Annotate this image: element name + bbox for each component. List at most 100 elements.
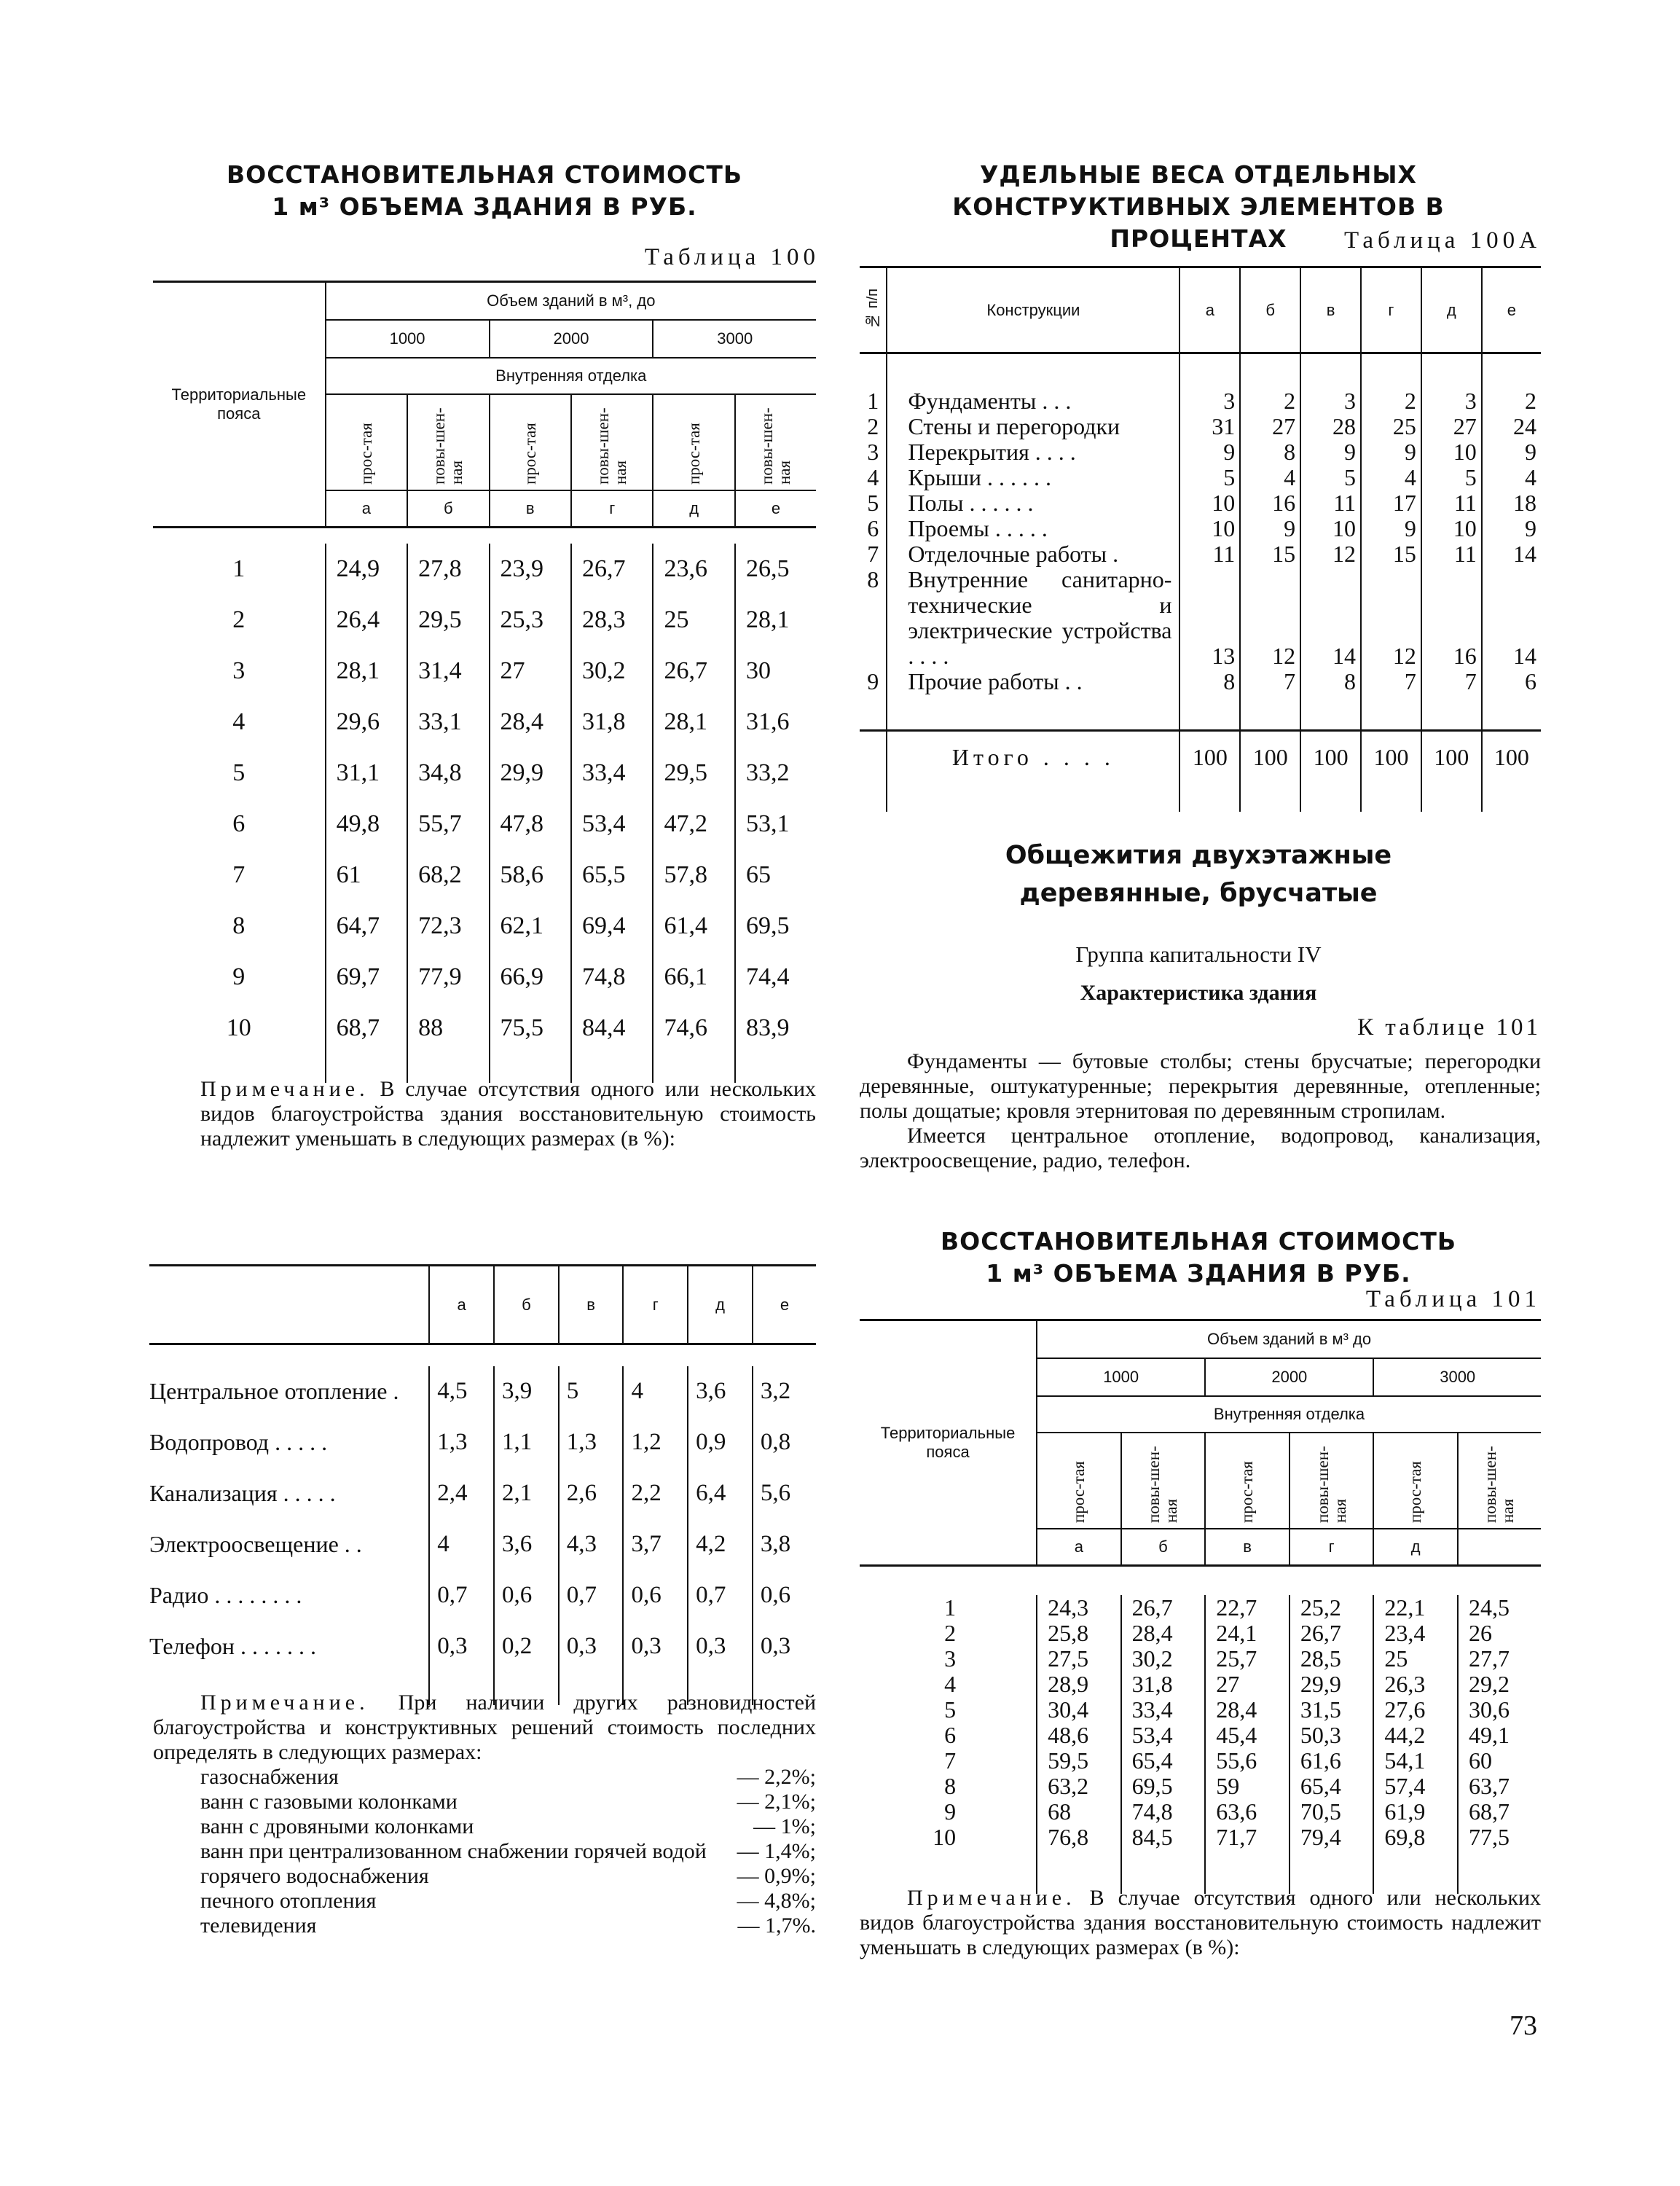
column-letter: а (324, 490, 408, 528)
weight-value: 9 (1360, 439, 1421, 465)
weight-value: 4 (1480, 464, 1541, 490)
reduction-value: 1,3 (557, 1417, 624, 1468)
note-item-value: — 1,7%. (737, 1913, 817, 1938)
table-row: 7 61 68,2 58,6 65,5 57,8 65 (153, 849, 816, 901)
reduction-value: 3,6 (687, 1366, 753, 1417)
cost-value: 33,4 (570, 747, 653, 799)
row-header: Территориальные пояса (153, 281, 326, 528)
volume-1000: 1000 (1036, 1358, 1206, 1397)
column-letter: б (1120, 1529, 1206, 1567)
column-letter: а (1179, 267, 1241, 354)
column-letter: в (488, 490, 571, 528)
weight-value: 9 (1179, 439, 1241, 465)
note-item: горячего водоснабжения — 0,9%; (153, 1864, 816, 1889)
reduction-value: 4,3 (557, 1519, 624, 1570)
zone-number: 10 (226, 1014, 251, 1041)
weight-value: 14 (1480, 541, 1541, 567)
reduction-value: 0,3 (428, 1621, 495, 1672)
cost-value: 65,4 (1288, 1773, 1374, 1799)
column-letter: а (428, 1265, 495, 1345)
cost-value: 79,4 (1288, 1824, 1374, 1850)
weight-value: 11 (1420, 490, 1482, 516)
table-number: Таблица 100 (644, 244, 820, 270)
title-line: КОНСТРУКТИВНЫХ ЭЛЕМЕНТОВ В ПРОЦЕНТАХ (952, 192, 1445, 253)
cost-value: 26 (1456, 1620, 1541, 1646)
note-item-label: ванн с дровяными колонками (200, 1814, 474, 1838)
cost-value: 28,9 (1036, 1671, 1121, 1697)
reduction-value: 4 (428, 1519, 495, 1570)
note-item: печного отопления — 4,8%; (153, 1889, 816, 1913)
weight-value: 8 (1239, 439, 1301, 465)
column-letter: е (751, 1265, 816, 1345)
weight-value: 11 (1420, 541, 1482, 567)
table-row: Электроосвещение . . 4 3,6 4,3 3,7 4,2 3,8 (149, 1519, 816, 1570)
column-letter: б (493, 1265, 559, 1345)
weight-value: 5 (1420, 464, 1482, 490)
zone-number: 8 (944, 1772, 957, 1799)
cost-value: 88 (407, 1002, 490, 1054)
cost-value: 49,8 (324, 798, 408, 850)
cost-value: 30 (734, 645, 816, 697)
weight-value: 15 (1239, 541, 1301, 567)
finish-types-row: прос-тая повы-шен-ная прос-тая повы-шен-ная… (860, 1433, 1541, 1529)
weight-value: 9 (1300, 439, 1362, 465)
zone-number: 1 (944, 1594, 957, 1621)
weight-value: 10 (1179, 490, 1241, 516)
building-description: Фундаменты — бутовые столбы; стены брусч… (860, 1049, 1541, 1173)
cost-value: 53,1 (734, 798, 816, 850)
weight-value: 10 (1179, 515, 1241, 541)
total-value: 100 (1480, 730, 1541, 783)
cost-value: 77,5 (1456, 1824, 1541, 1850)
weight-value: 2 (1239, 388, 1301, 414)
header-row: Территориальные пояса Объем зданий в м³, … (153, 281, 816, 528)
table-row: 8 63,2 69,5 59 65,4 57,4 63,7 (860, 1772, 1541, 1799)
weight-value: 12 (1239, 566, 1301, 669)
cost-value: 25 (652, 594, 735, 646)
column-letter: б (1239, 267, 1301, 354)
note-text: В случае отсутствия одного или нескольки… (200, 1077, 816, 1151)
finish-type-cell: прос-тая (1036, 1433, 1121, 1529)
cost-value: 84,5 (1120, 1824, 1206, 1850)
reduction-value: 2,1 (493, 1468, 559, 1519)
cost-value: 74,4 (734, 951, 816, 1003)
reduction-value: 0,6 (751, 1570, 816, 1621)
reduction-grid: а б в г д е Центральное отопление . 4,5 3,9 5 4 3,6… (149, 1264, 816, 1705)
total-value: 100 (1239, 730, 1301, 783)
weight-value: 24 (1480, 413, 1541, 439)
reduction-value: 4,5 (428, 1366, 495, 1417)
weight-value: 5 (1300, 464, 1362, 490)
cost-value: 29,5 (407, 594, 490, 646)
note-item: ванн с газовыми колонками — 2,1%; (153, 1790, 816, 1814)
cost-value: 28,5 (1288, 1645, 1374, 1672)
cost-value: 61 (324, 849, 408, 901)
cost-value: 72,3 (407, 900, 490, 952)
weight-value: 14 (1480, 566, 1541, 669)
weight-value: 9 (1480, 439, 1541, 465)
zone-number: 5 (232, 759, 246, 786)
note-item-label: ванн с газовыми колонками (200, 1790, 458, 1814)
reduction-value: 0,8 (751, 1417, 816, 1468)
construction-name: Внутренние санитарно-технические и элект… (886, 566, 1180, 669)
volume-2000: 2000 (1204, 1358, 1374, 1397)
reduction-value: 0,2 (493, 1621, 559, 1672)
note-item-value: — 1%; (753, 1814, 816, 1838)
zone-number: 7 (944, 1747, 957, 1774)
cost-value: 69,7 (324, 951, 408, 1003)
zone-number: 1 (232, 555, 246, 582)
reduction-value: 5,6 (751, 1468, 816, 1519)
finish-type: прос-тая (1069, 1460, 1088, 1523)
cost-value: 33,4 (1120, 1696, 1206, 1723)
cost-value: 27,5 (1036, 1645, 1121, 1672)
table-row: 3 28,1 31,4 27 30,2 26,7 30 (153, 645, 816, 697)
table-row: 7 59,5 65,4 55,6 61,6 54,1 60 (860, 1747, 1541, 1774)
cost-value: 60 (1456, 1747, 1541, 1774)
finish-type-cell: прос-тая (1373, 1433, 1458, 1529)
cost-value: 68,7 (324, 1002, 408, 1054)
table-row: 5 30,4 33,4 28,4 31,5 27,6 30,6 (860, 1696, 1541, 1723)
row-header: Территориальные пояса (860, 1320, 1037, 1567)
cost-value: 83,9 (734, 1002, 816, 1054)
weight-value: 8 (1300, 668, 1362, 694)
weight-value: 7 (1239, 668, 1301, 694)
construction-name: Проемы . . . . . (886, 515, 1180, 541)
